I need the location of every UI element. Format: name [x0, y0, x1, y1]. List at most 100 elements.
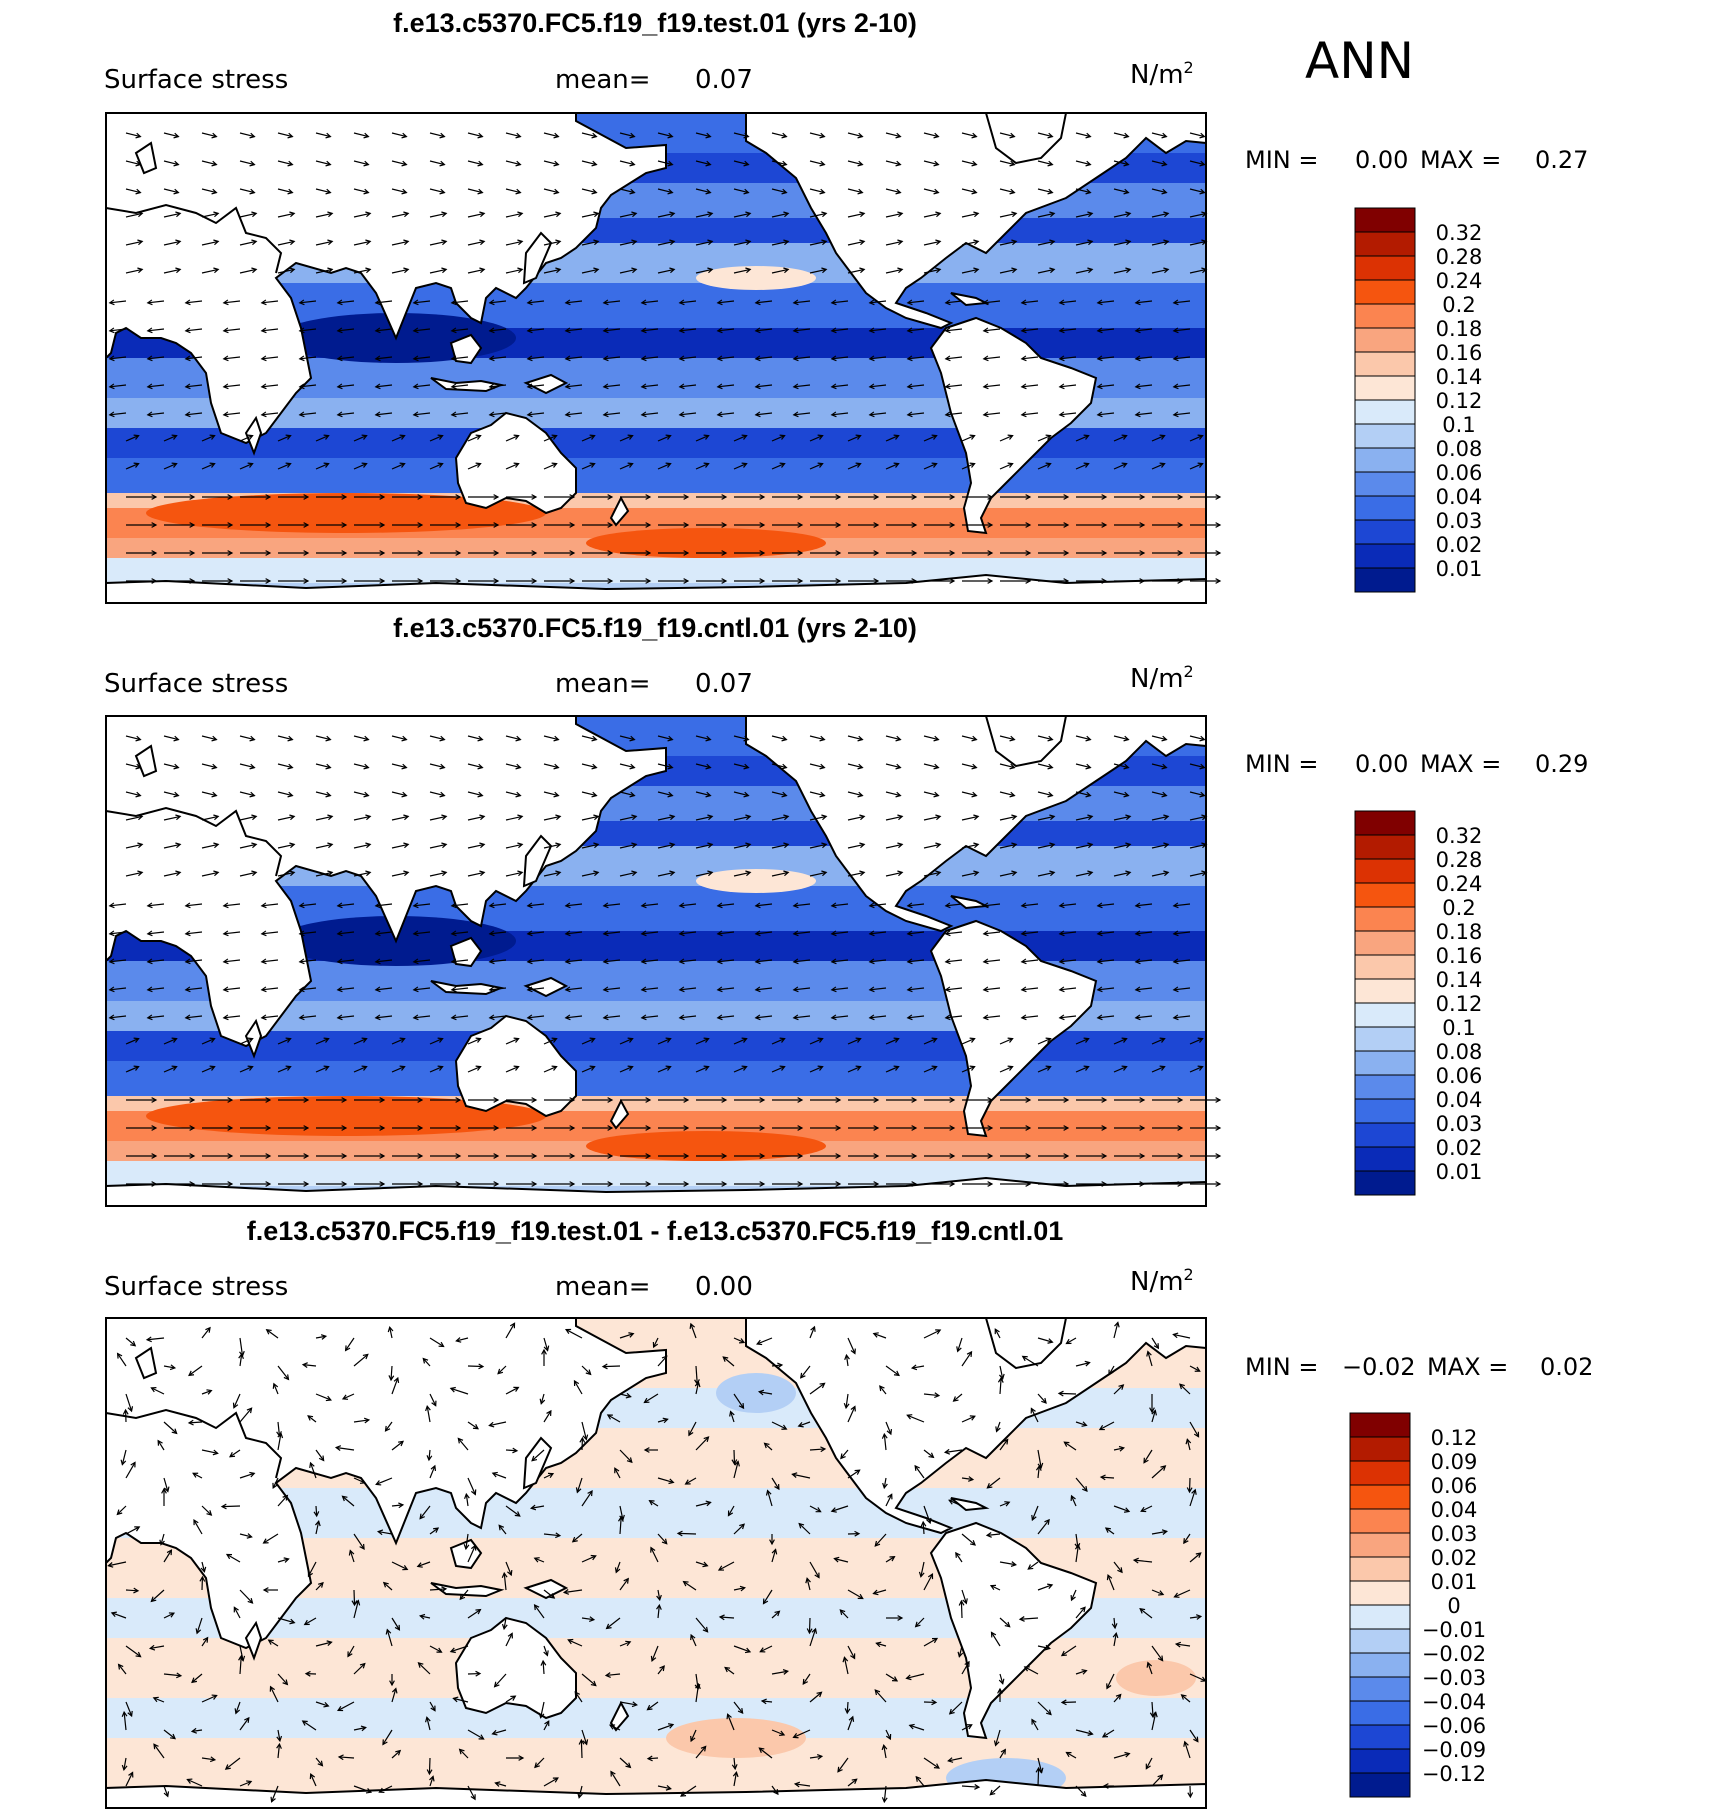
- colorbar-swatch: [1355, 376, 1415, 400]
- colorbar-label: 0.02: [1431, 1546, 1478, 1570]
- colorbar-swatch: [1350, 1701, 1410, 1725]
- colorbar-label: 0.16: [1436, 341, 1483, 365]
- colorbar-swatch: [1355, 1003, 1415, 1027]
- colorbar-swatch: [1355, 955, 1415, 979]
- panel-3-variable: Surface stress: [104, 1272, 288, 1302]
- positive-anomaly: [666, 1718, 806, 1758]
- colorbar-label: 0.12: [1436, 389, 1483, 413]
- colorbar-swatch: [1355, 544, 1415, 568]
- colorbar-swatch: [1350, 1557, 1410, 1581]
- colorbar-label: 0.32: [1436, 824, 1483, 848]
- colorbar-swatch: [1355, 907, 1415, 931]
- colorbar-label: 0.08: [1436, 1040, 1483, 1064]
- panel-3-colorbar: 0.120.090.060.040.030.020.010−0.01−0.02−…: [1350, 1413, 1486, 1797]
- panel-3-min-value: −0.02: [1342, 1353, 1416, 1381]
- panel-1-max-label: MAX =: [1420, 146, 1501, 174]
- field-band: [106, 1161, 1206, 1186]
- colorbar-label: 0.04: [1436, 485, 1483, 509]
- colorbar-swatch: [1355, 424, 1415, 448]
- colorbar-label: 0.01: [1431, 1570, 1478, 1594]
- colorbar-label: 0.01: [1436, 557, 1483, 581]
- positive-anomaly: [1116, 1660, 1196, 1696]
- panel-1-variable: Surface stress: [104, 65, 288, 95]
- colorbar-swatch: [1355, 568, 1415, 592]
- wind-vector: [429, 1758, 430, 1774]
- colorbar-label: −0.04: [1422, 1690, 1486, 1714]
- colorbar-swatch: [1350, 1461, 1410, 1485]
- negative-anomaly: [716, 1373, 796, 1413]
- panel-3-map: [106, 1318, 1206, 1808]
- colorbar-label: 0.12: [1436, 992, 1483, 1016]
- panel-2-mean-label: mean=: [555, 669, 651, 699]
- colorbar-label: 0.08: [1436, 437, 1483, 461]
- colorbar-swatch: [1355, 931, 1415, 955]
- colorbar-swatch: [1355, 835, 1415, 859]
- colorbar-label: 0.03: [1431, 1522, 1478, 1546]
- panel-1: f.e13.c5370.FC5.f19_f19.test.01 (yrs 2-1…: [104, 8, 1588, 603]
- colorbar-swatch: [1355, 1147, 1415, 1171]
- colorbar-label: 0.09: [1431, 1450, 1478, 1474]
- colorbar-label: 0.1: [1442, 1016, 1475, 1040]
- panel-2-title: f.e13.c5370.FC5.f19_f19.cntl.01 (yrs 2-1…: [393, 613, 917, 643]
- panel-2-min-value: 0.00: [1355, 750, 1408, 778]
- wind-vector: [1059, 1393, 1076, 1394]
- colorbar-swatch: [1350, 1485, 1410, 1509]
- colorbar-label: −0.06: [1422, 1714, 1486, 1738]
- panel-2-max-value: 0.29: [1535, 750, 1588, 778]
- colorbar-swatch: [1355, 811, 1415, 835]
- wind-vector: [603, 1366, 620, 1367]
- colorbar-swatch: [1350, 1605, 1410, 1629]
- wind-vector: [581, 1740, 582, 1758]
- colorbar-label: 0.24: [1436, 872, 1483, 896]
- panel-2-map: [106, 716, 1220, 1206]
- colorbar-swatch: [1355, 883, 1415, 907]
- panel-2-colorbar: 0.320.280.240.20.180.160.140.120.10.080.…: [1355, 811, 1482, 1195]
- colorbar-swatch: [1350, 1773, 1410, 1797]
- colorbar-label: 0.06: [1436, 1064, 1483, 1088]
- colorbar-swatch: [1350, 1725, 1410, 1749]
- colorbar-swatch: [1350, 1653, 1410, 1677]
- field-band: [106, 558, 1206, 583]
- panel-1-min-label: MIN =: [1245, 146, 1318, 174]
- panel-1-map: [106, 113, 1220, 603]
- panel-2-mean-value: 0.07: [695, 669, 753, 699]
- colorbar-label: 0.28: [1436, 848, 1483, 872]
- colorbar-swatch: [1355, 520, 1415, 544]
- colorbar-swatch: [1350, 1581, 1410, 1605]
- season-label: ANN: [1305, 32, 1414, 90]
- colorbar-label: 0.06: [1436, 461, 1483, 485]
- colorbar-label: 0.24: [1436, 269, 1483, 293]
- colorbar-label: 0.06: [1431, 1474, 1478, 1498]
- wind-vector: [961, 1601, 962, 1618]
- colorbar-label: 0.2: [1442, 293, 1475, 317]
- colorbar-label: 0.01: [1436, 1160, 1483, 1184]
- colorbar-label: 0.12: [1431, 1426, 1478, 1450]
- panel-1-colorbar: 0.320.280.240.20.180.160.140.120.10.080.…: [1355, 208, 1482, 592]
- colorbar-label: 0.14: [1436, 968, 1483, 992]
- colorbar-swatch: [1355, 208, 1415, 232]
- colorbar-label: 0.16: [1436, 944, 1483, 968]
- panel-2-max-label: MAX =: [1420, 750, 1501, 778]
- wind-vector: [354, 1590, 355, 1605]
- panel-1-units: N/m2: [1130, 58, 1194, 90]
- wind-vector: [222, 1506, 240, 1507]
- panel-3-units: N/m2: [1130, 1265, 1194, 1297]
- colorbar-swatch: [1350, 1413, 1410, 1437]
- panel-3: f.e13.c5370.FC5.f19_f19.test.01 - f.e13.…: [104, 1216, 1593, 1808]
- colorbar-swatch: [1355, 256, 1415, 280]
- panel-2-min-label: MIN =: [1245, 750, 1318, 778]
- colorbar-label: 0.28: [1436, 245, 1483, 269]
- colorbar-swatch: [1355, 859, 1415, 883]
- colorbar-swatch: [1355, 304, 1415, 328]
- field-band: [106, 1061, 1206, 1096]
- colorbar-swatch: [1355, 1051, 1415, 1075]
- colorbar-label: 0.2: [1442, 896, 1475, 920]
- colorbar-label: −0.01: [1422, 1618, 1486, 1642]
- colorbar-swatch: [1355, 400, 1415, 424]
- panel-1-max-value: 0.27: [1535, 146, 1588, 174]
- colorbar-swatch: [1350, 1509, 1410, 1533]
- colorbar-label: 0.02: [1436, 1136, 1483, 1160]
- colorbar-swatch: [1355, 1027, 1415, 1051]
- field-band: [106, 458, 1206, 493]
- trade-wind-maximum: [696, 266, 816, 290]
